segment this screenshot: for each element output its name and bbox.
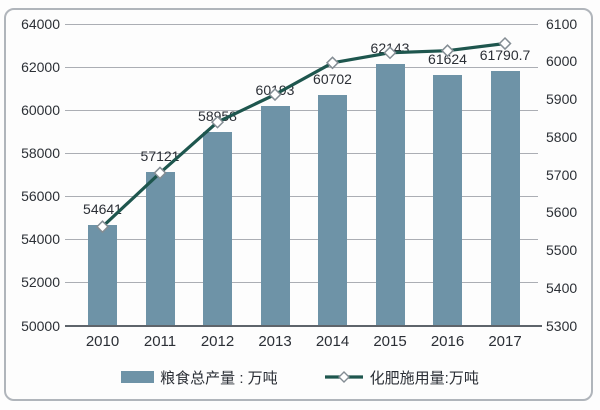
left-axis-tick-label: 56000	[21, 188, 60, 205]
right-axis-tick-label: 5400	[546, 279, 578, 296]
bar	[203, 132, 232, 326]
bar-value-label: 61624	[428, 50, 467, 67]
bar-series-swatch	[121, 371, 155, 383]
bar-series-label: 粮食总产量 : 万吨	[160, 369, 278, 387]
left-axis-tick-label: 54000	[21, 231, 60, 248]
right-axis-tick-label: 5300	[546, 317, 578, 334]
bar-value-label: 54641	[83, 201, 122, 218]
diamond-marker-icon	[268, 87, 282, 102]
diamond-marker-icon	[498, 36, 512, 51]
left-axis-tick-label: 52000	[21, 274, 60, 291]
gridline	[65, 152, 538, 154]
x-axis-tick-label: 2013	[258, 333, 292, 350]
x-axis-tick-label: 2012	[200, 333, 235, 350]
left-axis-tick-label: 60000	[21, 101, 60, 118]
x-axis-tick-label: 2010	[85, 333, 120, 350]
right-axis-tick-label: 5700	[546, 166, 578, 183]
x-axis-tick-label: 2011	[143, 333, 177, 350]
line-series-label: 化肥施用量:万吨	[369, 369, 479, 387]
bar	[318, 94, 347, 326]
diamond-marker-icon	[210, 115, 225, 129]
diamond-marker-icon	[383, 46, 397, 60]
right-axis-tick-label: 5600	[546, 204, 578, 221]
right-axis-tick-label: 6000	[546, 53, 578, 70]
x-axis-tick-label: 2015	[373, 333, 407, 350]
diamond-marker-icon	[440, 44, 455, 58]
right-axis-tick-label: 5800	[546, 128, 578, 145]
legend: 粮食总产量 : 万吨 化肥施用量:万吨	[0, 366, 600, 388]
bar	[145, 171, 175, 326]
bar-value-label: 57121	[140, 147, 180, 164]
legend-item-bar: 粮食总产量 : 万吨	[121, 367, 278, 388]
left-axis-tick-label: 62000	[21, 58, 60, 75]
x-axis-tick-label: 2014	[315, 333, 350, 350]
bar-value-label: 60702	[313, 70, 352, 87]
bar	[260, 105, 290, 326]
x-axis-tick-label: 2016	[430, 333, 465, 350]
bar	[88, 225, 117, 326]
right-axis-tick-label: 5900	[546, 91, 578, 107]
gridline	[65, 282, 538, 284]
bar-value-label: 61790.7	[479, 47, 531, 64]
left-axis-tick-label: 50000	[21, 317, 60, 334]
line-series-swatch	[324, 371, 363, 383]
diamond-marker-icon	[325, 56, 340, 70]
gridline	[65, 196, 538, 198]
bar	[375, 63, 405, 326]
gridline	[65, 239, 538, 241]
left-axis-tick-label: 64000	[21, 15, 60, 32]
bar	[433, 74, 462, 326]
diamond-marker-icon	[95, 220, 110, 234]
legend-item-line: 化肥施用量:万吨	[324, 367, 479, 388]
right-axis-tick-label: 5500	[546, 242, 578, 258]
gridline	[65, 109, 538, 111]
gridline	[65, 23, 538, 25]
line-path	[101, 41, 506, 228]
diamond-marker-icon	[153, 166, 167, 180]
bar	[490, 71, 520, 326]
left-axis-tick-label: 58000	[21, 144, 60, 161]
right-axis-tick-label: 6100	[546, 15, 578, 32]
x-axis-tick-label: 2017	[488, 333, 522, 350]
x-axis-line	[65, 324, 542, 327]
gridline	[65, 66, 538, 68]
